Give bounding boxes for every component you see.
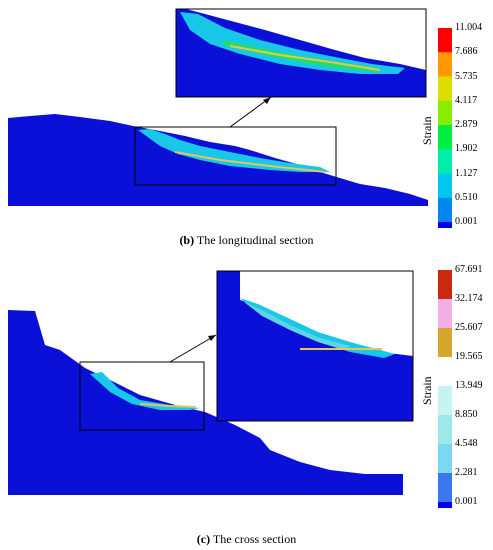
longitudinal-legend-tick: 1.127 — [455, 167, 478, 179]
longitudinal-legend-tick: 2.879 — [455, 119, 478, 130]
longitudinal-legend-swatch — [438, 125, 452, 150]
longitudinal-legend-swatch — [438, 197, 452, 223]
inset-c-frame — [216, 270, 414, 422]
cross-legend-swatch — [438, 270, 452, 300]
cross-section-model — [8, 310, 403, 495]
longitudinal-legend-tick: 7.686 — [455, 46, 478, 58]
longitudinal-legend-tick: 1.902 — [455, 143, 478, 155]
cross-zoom-box — [79, 361, 205, 431]
cross-caption-text: The cross section — [210, 532, 297, 546]
cross-legend-tick: 13.949 — [455, 380, 483, 391]
inset-c-lightblue-zone — [244, 302, 350, 350]
longitudinal-legend-tick: 0.001 — [455, 216, 478, 227]
cross-legend-tick: 19.565 — [455, 351, 483, 362]
cross-legend-swatch — [438, 357, 452, 387]
cross-caption-letter: (c) — [196, 532, 211, 546]
longitudinal-legend-swatch — [438, 76, 452, 102]
longitudinal-caption-text: The longitudinal section — [194, 233, 314, 247]
longitudinal-legend-tick: 4.117 — [455, 94, 478, 106]
longitudinal-zoom-arrow — [229, 96, 272, 128]
longitudinal-slide-zone — [138, 129, 330, 172]
longitudinal-legend-swatch — [438, 100, 452, 126]
longitudinal-legend-swatch — [438, 149, 452, 174]
longitudinal-legend-tick: 0.510 — [455, 191, 478, 203]
inset-b-slip-band — [229, 45, 381, 71]
longitudinal-zoom-inset — [175, 8, 427, 98]
longitudinal-arrowhead — [263, 97, 271, 104]
cross-legend-swatch — [438, 473, 452, 503]
longitudinal-slip-band — [174, 151, 326, 173]
cross-legend-tick: 25.607 — [455, 322, 483, 333]
longitudinal-caption: (b) The longitudinal section — [0, 233, 493, 248]
longitudinal-legend-tick: 11.004 — [455, 22, 483, 33]
cross-legend-tick: 8.850 — [455, 409, 478, 420]
longitudinal-caption-letter: (b) — [179, 233, 195, 247]
longitudinal-legend-swatch — [438, 52, 452, 77]
cross-legend-title: Strain — [420, 376, 434, 405]
longitudinal-legend-swatch — [438, 28, 452, 53]
inset-b-frame — [175, 8, 427, 98]
longitudinal-legend-swatch — [438, 173, 452, 199]
cross-legend-tick: 32.174 — [455, 293, 483, 304]
cross-strain-legend — [438, 270, 452, 508]
cross-zoom-arrow — [169, 334, 217, 363]
cross-legend-swatch — [438, 328, 452, 358]
cross-legend-swatch — [438, 415, 452, 445]
longitudinal-zoom-box — [134, 126, 337, 186]
cross-arrowhead — [208, 335, 216, 341]
longitudinal-legend-tick: 5.735 — [455, 70, 478, 82]
inset-c-slope-body — [217, 271, 413, 421]
inset-c-cyan-zone — [240, 298, 395, 358]
longitudinal-legend-swatch — [438, 222, 452, 228]
cross-legend-tick: 67.691 — [455, 264, 483, 275]
cross-slip-band — [139, 403, 197, 408]
cross-legend-swatch — [438, 386, 452, 416]
cross-legend-tick: 0.001 — [455, 496, 478, 507]
longitudinal-legend-title: Strain — [420, 116, 434, 145]
cross-legend-tick: 4.548 — [455, 438, 478, 449]
cross-legend-swatch — [438, 444, 452, 474]
cross-legend-tick: 2.281 — [455, 467, 478, 478]
cross-slide-zone — [90, 372, 200, 410]
cross-slope-body — [8, 310, 403, 495]
cross-legend-swatch — [438, 299, 452, 329]
cross-legend-swatch — [438, 502, 452, 508]
cross-caption: (c) The cross section — [0, 532, 493, 547]
cross-zoom-inset — [216, 270, 414, 422]
longitudinal-section-model — [8, 114, 428, 206]
longitudinal-strain-legend — [438, 28, 452, 228]
